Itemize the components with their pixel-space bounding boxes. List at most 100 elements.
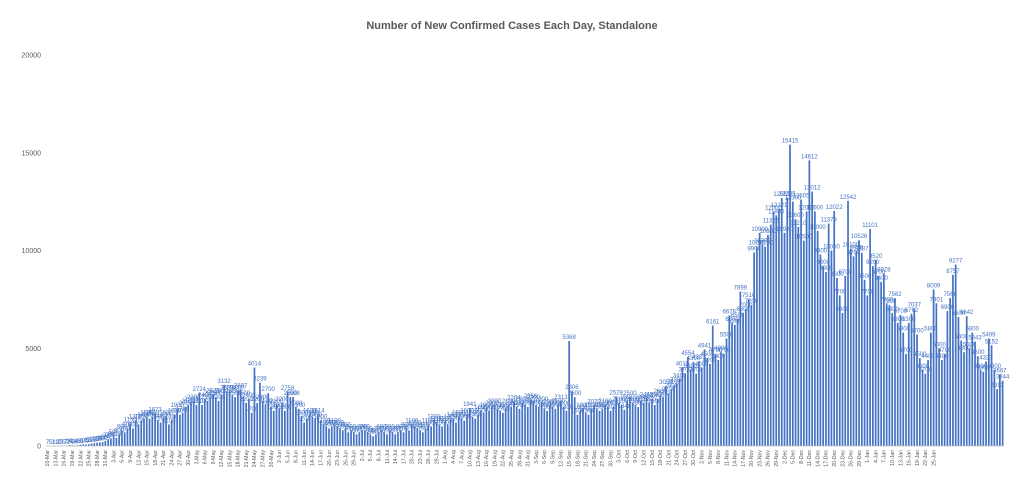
bar <box>653 404 656 446</box>
data-label: 2200 <box>535 397 549 403</box>
data-label: 500 <box>368 430 379 436</box>
data-label: 1100 <box>405 419 419 425</box>
bar <box>949 298 952 446</box>
data-label: 700 <box>399 426 410 432</box>
bar <box>858 240 860 446</box>
bar <box>201 404 203 446</box>
data-label: 2200 <box>516 397 530 403</box>
bar <box>90 443 93 446</box>
bar <box>885 303 888 446</box>
bar <box>499 410 502 446</box>
bar <box>231 395 234 446</box>
bar <box>325 426 328 446</box>
bar <box>584 412 587 446</box>
bar <box>722 354 725 446</box>
data-label: 4700 <box>709 348 723 354</box>
data-label: 2508 <box>286 391 300 397</box>
bar <box>220 395 223 446</box>
x-tick-label: 27-Oct <box>683 449 689 465</box>
bar <box>322 424 325 446</box>
bar <box>333 424 336 446</box>
data-label: 1300 <box>458 415 472 421</box>
data-label: 7899 <box>734 286 748 292</box>
bar <box>303 422 305 446</box>
bar <box>162 418 165 446</box>
x-tick-label: 3-Oct <box>617 449 623 462</box>
data-label: 1100 <box>441 419 455 425</box>
x-tick-label: 3-May <box>194 450 200 465</box>
bar <box>209 397 212 447</box>
x-tick-label: 23-Nov <box>757 450 763 467</box>
data-label: 10526 <box>851 234 868 240</box>
data-label: 75 <box>83 439 90 445</box>
bar <box>242 397 245 447</box>
bar <box>990 345 993 446</box>
x-tick-label: 2-Dec <box>782 450 788 464</box>
data-label: 5000 <box>932 342 946 348</box>
data-label: 2500 <box>204 391 218 397</box>
data-label: 11101 <box>862 223 878 229</box>
bar <box>250 412 253 446</box>
x-tick-label: 28-Mar <box>95 450 101 467</box>
data-label: 11326 <box>763 219 780 225</box>
bar <box>355 434 358 446</box>
data-label: 800 <box>396 424 407 430</box>
bar <box>595 408 598 446</box>
data-label: 8700 <box>872 270 886 276</box>
x-tick-label: 6-Sep <box>542 450 548 464</box>
bar <box>234 397 236 447</box>
bar <box>808 160 811 446</box>
bar <box>388 430 391 446</box>
bar <box>546 410 548 446</box>
data-label: 13012 <box>804 186 821 192</box>
bar <box>159 422 162 446</box>
x-tick-label: 25-Aug <box>509 450 515 467</box>
bar <box>565 410 568 446</box>
bar <box>515 406 518 446</box>
bar <box>675 383 678 446</box>
data-label: 17 <box>61 440 68 446</box>
data-label: 6300 <box>725 317 739 323</box>
bar <box>223 384 225 446</box>
bar <box>960 340 963 446</box>
data-label: 2000 <box>632 401 646 407</box>
data-label: 1900 <box>585 403 599 409</box>
bar <box>659 395 662 446</box>
bar <box>278 408 281 446</box>
bar <box>874 259 877 446</box>
x-tick-label: 11-Dec <box>807 450 813 467</box>
bar <box>466 414 468 446</box>
data-label: 2200 <box>643 397 657 403</box>
bar <box>783 232 786 446</box>
bar <box>739 291 742 446</box>
data-label: 2529 <box>609 391 623 397</box>
x-tick-label: 31-Mar <box>103 450 109 467</box>
data-label: 3132 <box>217 379 231 385</box>
bar <box>104 440 107 446</box>
data-label: 2900 <box>665 383 679 389</box>
data-label: 2800 <box>220 385 234 391</box>
data-label: 4014 <box>248 362 262 368</box>
data-label: 1600 <box>460 409 474 415</box>
x-tick-label: 5-Jun <box>285 450 291 463</box>
data-label: 6642 <box>960 310 974 316</box>
data-label: 7510 <box>742 293 756 299</box>
bar <box>745 309 747 446</box>
x-tick-label: 3-Sep <box>534 450 540 464</box>
x-tick-label: 29-Nov <box>774 450 780 467</box>
bar <box>703 349 706 446</box>
x-tick-label: 19-Aug <box>492 450 498 467</box>
data-label: 1800 <box>593 405 607 411</box>
data-label: 3 <box>51 440 55 446</box>
bar <box>836 277 838 446</box>
bar <box>640 401 642 446</box>
bar <box>758 232 761 446</box>
data-label: 800 <box>117 424 128 430</box>
bar <box>328 428 330 446</box>
x-tick-label: 17-Nov <box>741 450 747 467</box>
x-tick-label: 13-Jan <box>898 450 904 466</box>
x-tick-label: 11-Nov <box>724 450 730 467</box>
x-tick-label: 15-May <box>227 450 233 468</box>
bar <box>982 371 985 446</box>
x-tick-label: 11-Jun <box>302 450 308 466</box>
